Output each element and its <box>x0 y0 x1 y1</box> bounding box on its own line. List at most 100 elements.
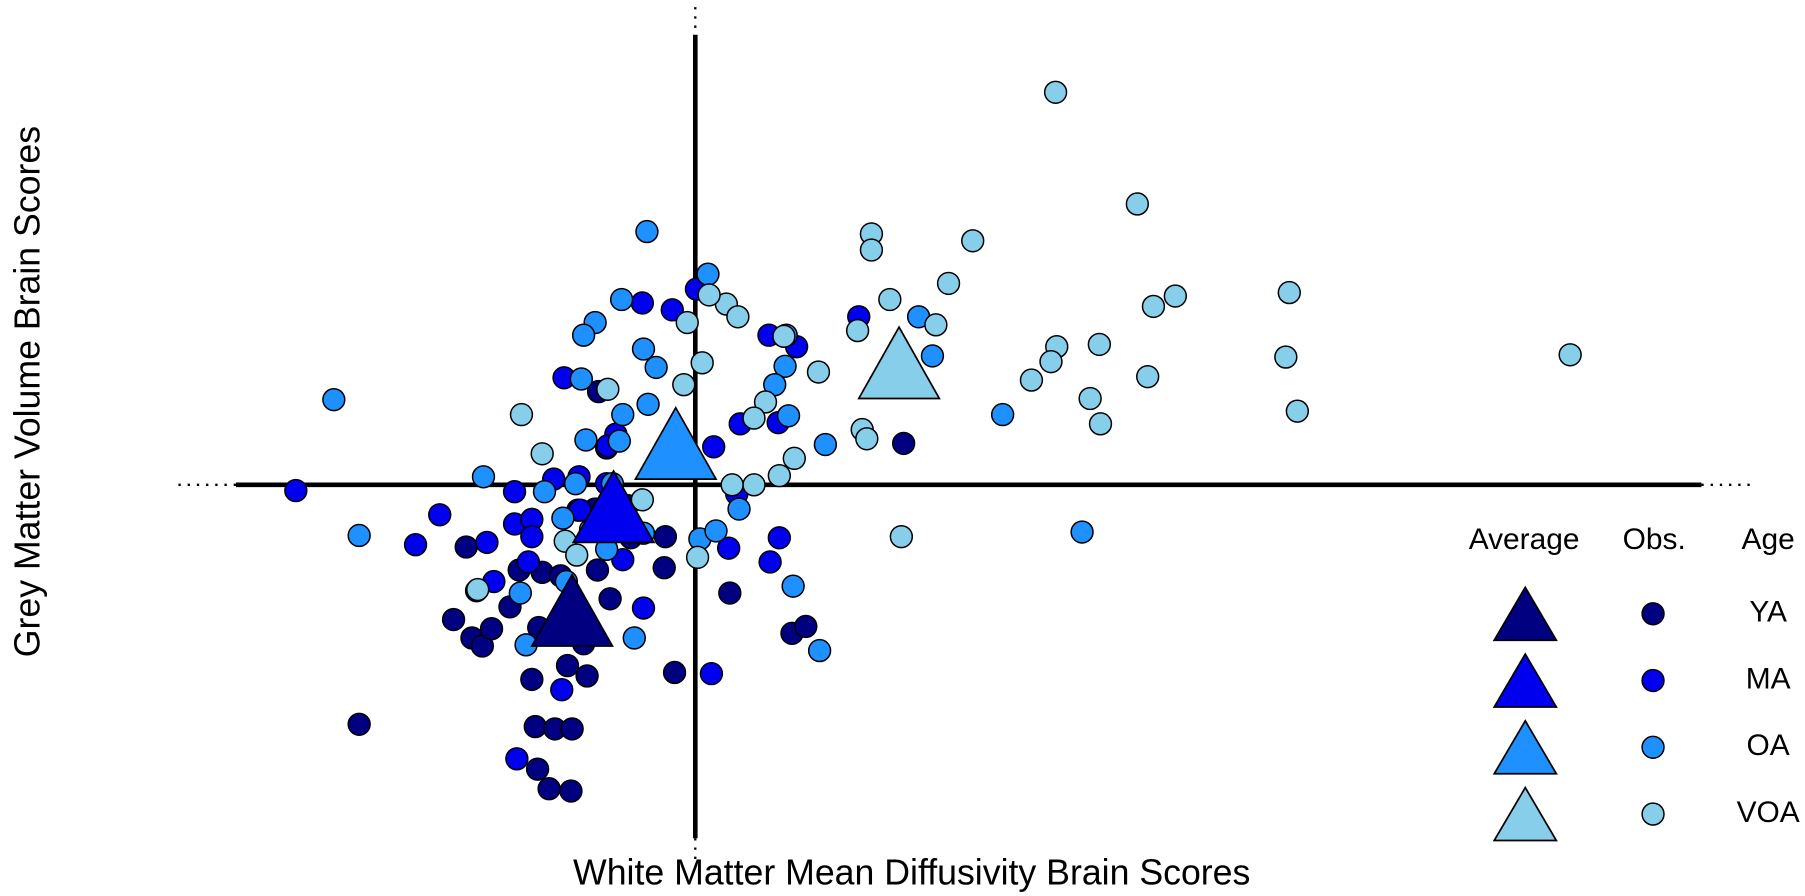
point <box>471 465 496 489</box>
point <box>718 581 742 605</box>
point <box>516 550 541 574</box>
point <box>630 488 655 512</box>
point <box>726 305 750 329</box>
point <box>428 503 452 527</box>
point <box>454 535 478 559</box>
point <box>891 431 916 456</box>
point <box>571 323 596 347</box>
point <box>585 558 610 582</box>
average-marker <box>633 405 718 480</box>
point <box>782 446 806 471</box>
point <box>767 526 792 550</box>
point <box>990 402 1015 427</box>
point <box>672 373 696 397</box>
point <box>720 473 744 497</box>
average-marker <box>530 572 614 647</box>
point <box>767 463 792 488</box>
point <box>1088 412 1113 436</box>
point <box>772 324 796 349</box>
point <box>563 472 588 496</box>
point <box>1136 364 1160 389</box>
point <box>636 392 660 416</box>
point <box>284 478 308 503</box>
point <box>845 318 870 343</box>
point <box>479 617 504 641</box>
point <box>403 533 428 557</box>
point <box>1078 386 1102 411</box>
point <box>758 550 782 574</box>
point <box>1558 343 1582 367</box>
point <box>1277 280 1301 305</box>
legend-header: Age <box>1742 523 1795 556</box>
point <box>920 344 945 368</box>
point <box>560 717 584 741</box>
point <box>690 351 714 375</box>
point <box>1087 332 1112 357</box>
point <box>936 271 961 296</box>
point <box>509 402 534 427</box>
point <box>347 523 371 548</box>
point <box>607 429 632 453</box>
point <box>596 377 620 401</box>
point <box>644 355 668 380</box>
point <box>611 402 635 427</box>
point <box>441 607 466 632</box>
point <box>1274 345 1298 369</box>
legend-triangle <box>1492 719 1558 775</box>
point <box>555 653 580 678</box>
point <box>727 497 751 521</box>
point <box>660 298 684 322</box>
point <box>662 660 687 685</box>
point <box>520 667 544 692</box>
point <box>753 390 778 414</box>
point <box>502 480 527 504</box>
point <box>696 262 720 286</box>
point <box>565 543 589 567</box>
point <box>1039 349 1063 374</box>
point <box>598 587 622 611</box>
point <box>813 432 838 457</box>
average-marker <box>857 325 941 400</box>
point <box>859 238 884 262</box>
legend-point <box>1641 735 1665 759</box>
point <box>505 747 529 771</box>
legend-label: YA <box>1749 596 1787 629</box>
point <box>807 638 832 663</box>
point <box>704 519 728 543</box>
x-axis-title: White Matter Mean Diffusivity Brain Scor… <box>573 852 1250 892</box>
point <box>1019 368 1044 392</box>
y-axis-title: Grey Matter Volume Brain Scores <box>7 126 47 657</box>
point <box>794 614 818 639</box>
legend-label: VOA <box>1737 796 1800 829</box>
point <box>635 219 659 244</box>
legend-header: Obs. <box>1623 523 1686 556</box>
legend-triangle <box>1492 785 1558 842</box>
point <box>609 287 634 312</box>
legend-triangle <box>1492 652 1558 708</box>
point <box>1070 520 1094 544</box>
point <box>1043 80 1068 104</box>
average-marker <box>571 469 656 544</box>
point <box>697 283 721 307</box>
point <box>855 427 879 451</box>
point <box>475 530 499 555</box>
legend-triangle <box>1492 585 1558 642</box>
point <box>532 480 557 504</box>
point <box>675 310 699 335</box>
point <box>550 678 574 702</box>
point <box>924 313 948 337</box>
point <box>702 435 726 459</box>
point <box>537 777 561 801</box>
point <box>508 581 533 605</box>
point <box>523 714 547 739</box>
legend-point <box>1641 602 1665 626</box>
point <box>631 337 656 361</box>
point <box>889 524 914 549</box>
point <box>569 367 594 391</box>
point <box>574 428 598 452</box>
point <box>575 664 599 688</box>
point <box>961 229 985 253</box>
legend-point <box>1641 668 1665 693</box>
point <box>631 596 656 620</box>
